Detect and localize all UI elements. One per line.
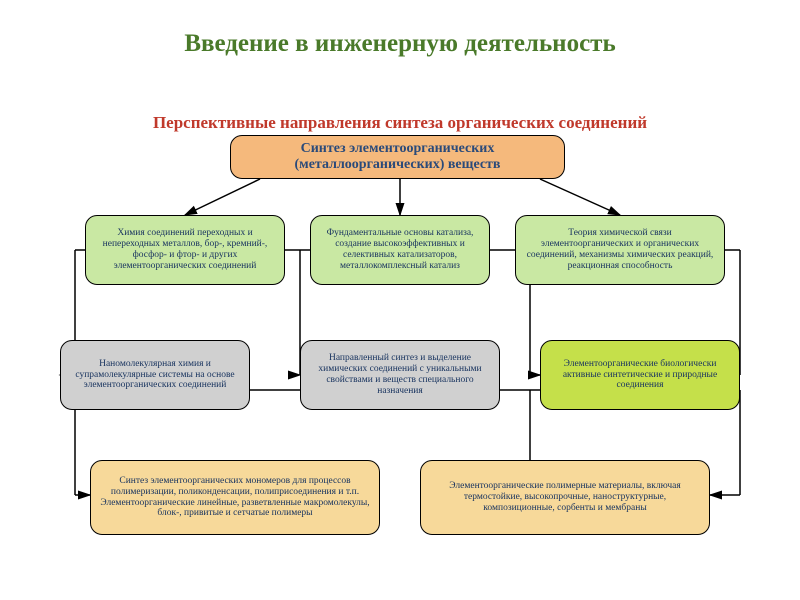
page-subtitle: Перспективные направления синтеза органи… <box>0 113 800 133</box>
node-a2: Фундаментальные основы катализа, создани… <box>310 215 490 285</box>
node-a3: Теория химической связи элементоорганиче… <box>515 215 725 285</box>
page-title: Введение в инженерную деятельность <box>0 30 800 58</box>
node-b2: Направленный синтез и выделение химическ… <box>300 340 500 410</box>
node-c1: Синтез элементоорганических мономеров дл… <box>90 460 380 535</box>
node-b1: Наномолекулярная химия и супрамолекулярн… <box>60 340 250 410</box>
node-c2: Элементоорганические полимерные материал… <box>420 460 710 535</box>
node-b3: Элементоорганические биологически активн… <box>540 340 740 410</box>
node-a1: Химия соединений переходных и непереходн… <box>85 215 285 285</box>
node-root: Синтез элементоорганических (металлоорга… <box>230 135 565 179</box>
